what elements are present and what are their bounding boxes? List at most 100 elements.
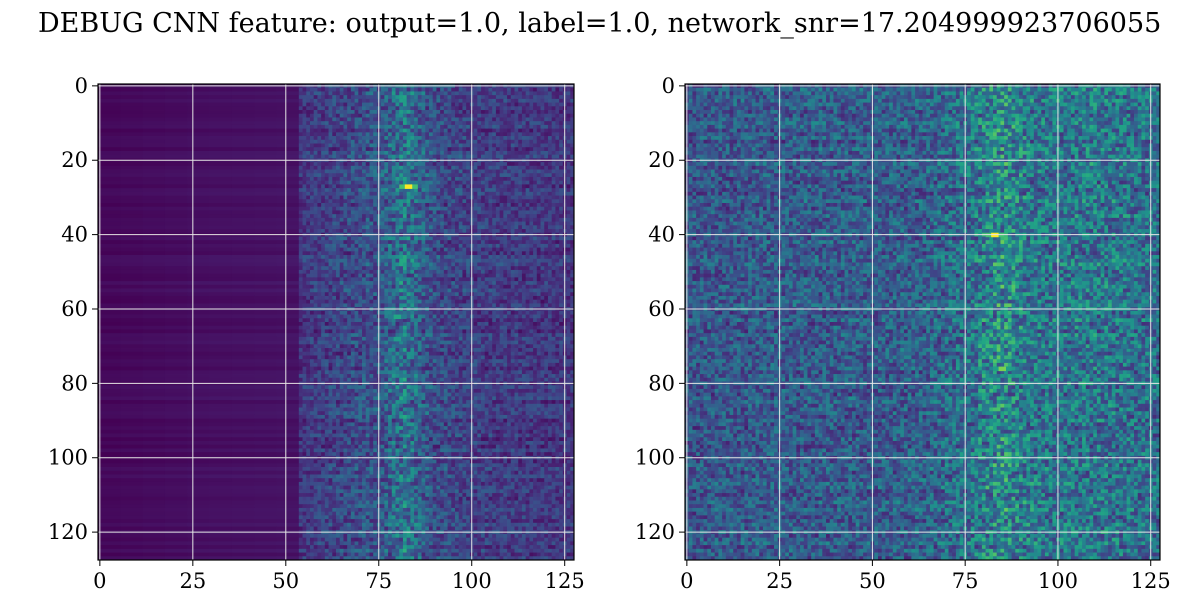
heatmap-cell <box>417 203 422 208</box>
heatmap-cell <box>276 281 300 286</box>
heatmap-cell <box>98 247 121 252</box>
heatmap-cell <box>525 236 530 241</box>
heatmap-cell <box>309 266 315 271</box>
heatmap-cell <box>447 251 452 256</box>
heatmap-cell <box>395 154 400 159</box>
heatmap-cell <box>332 150 337 156</box>
heatmap-cell <box>428 110 434 115</box>
heatmap-cell <box>455 288 460 293</box>
heatmap-cell <box>164 113 188 118</box>
heatmap-cell <box>514 195 519 200</box>
heatmap-cell <box>402 214 408 219</box>
heatmap-cell <box>417 139 422 144</box>
heatmap-cell <box>358 110 363 115</box>
heatmap-cell <box>354 269 359 275</box>
heatmap-cell <box>436 132 441 137</box>
heatmap-cell <box>414 258 419 263</box>
heatmap-row <box>98 295 575 301</box>
heatmap-cell <box>536 147 541 152</box>
heatmap-cell <box>432 169 437 174</box>
heatmap-cell <box>98 288 121 293</box>
heatmap-cell <box>410 258 415 263</box>
heatmap-cell <box>406 165 411 170</box>
heatmap-row <box>98 229 575 234</box>
heatmap-cell <box>343 110 348 115</box>
heatmap-cell <box>384 195 389 200</box>
heatmap-cell <box>309 199 315 204</box>
heatmap-cell <box>373 266 378 271</box>
heatmap-cell <box>391 147 396 152</box>
heatmap-cell <box>503 243 508 249</box>
heatmap-cell <box>339 154 344 159</box>
heatmap-cell <box>354 184 359 189</box>
heatmap-cell <box>391 262 396 267</box>
heatmap-cell <box>551 176 556 182</box>
heatmap-cell <box>559 154 564 159</box>
heatmap-cell <box>417 128 422 133</box>
heatmap-cell <box>365 106 370 111</box>
heatmap-cell <box>510 87 515 92</box>
heatmap-cell <box>328 277 333 282</box>
heatmap-cell <box>462 295 467 301</box>
heatmap-cell <box>336 188 341 193</box>
heatmap-cell <box>443 139 448 144</box>
heatmap-cell <box>414 117 419 122</box>
heatmap-cell <box>566 243 571 249</box>
heatmap-cell <box>343 221 348 226</box>
heatmap-cell <box>395 299 400 304</box>
heatmap-cell <box>466 225 471 230</box>
heatmap-cell <box>410 195 415 200</box>
heatmap-cell <box>336 121 341 126</box>
heatmap-cell <box>358 124 363 130</box>
heatmap-cell <box>332 91 337 96</box>
heatmap-cell <box>142 210 166 215</box>
heatmap-cell <box>533 136 538 141</box>
heatmap-cell <box>395 240 400 245</box>
heatmap-cell <box>555 121 560 126</box>
heatmap-cell <box>369 169 374 174</box>
heatmap-cell <box>421 266 426 271</box>
heatmap-cell <box>317 162 322 167</box>
heatmap-cell <box>406 102 411 107</box>
heatmap-cell <box>365 132 370 137</box>
heatmap-cell <box>373 229 378 234</box>
heatmap-cell <box>503 262 508 267</box>
heatmap-cell <box>514 180 519 185</box>
heatmap-cell <box>302 165 307 170</box>
heatmap-cell <box>302 132 307 137</box>
heatmap-cell <box>336 269 341 275</box>
heatmap-cell <box>425 121 430 126</box>
heatmap-cell <box>536 255 541 260</box>
heatmap-cell <box>440 284 445 289</box>
heatmap-cell <box>425 195 430 200</box>
heatmap-cell <box>551 229 556 234</box>
heatmap-cell <box>417 98 422 103</box>
heatmap-cell <box>321 210 326 215</box>
heatmap-cell <box>365 184 370 189</box>
heatmap-cell <box>391 195 396 200</box>
heatmap-cell <box>402 136 408 141</box>
heatmap-cell <box>462 91 467 96</box>
heatmap-cell <box>365 180 370 185</box>
heatmap-cell <box>481 217 486 222</box>
heatmap-cell <box>507 262 512 267</box>
heatmap-cell <box>380 102 385 107</box>
heatmap-cell <box>369 106 374 111</box>
heatmap-cell <box>373 95 378 100</box>
heatmap-cell <box>455 281 460 286</box>
heatmap-cell <box>458 117 463 122</box>
heatmap-cell <box>492 117 497 122</box>
heatmap-cell <box>536 247 541 252</box>
heatmap-cell <box>414 225 419 230</box>
heatmap-cell <box>458 184 463 189</box>
heatmap-cell <box>495 136 501 141</box>
heatmap-cell <box>187 299 210 304</box>
heatmap-cell <box>328 210 333 215</box>
heatmap-cell <box>313 136 318 141</box>
heatmap-cell <box>547 281 553 286</box>
heatmap-cell <box>343 303 348 308</box>
heatmap-cell <box>503 266 508 271</box>
heatmap-cell <box>339 199 344 204</box>
heatmap-cell <box>306 221 311 226</box>
heatmap-cell <box>354 117 359 122</box>
